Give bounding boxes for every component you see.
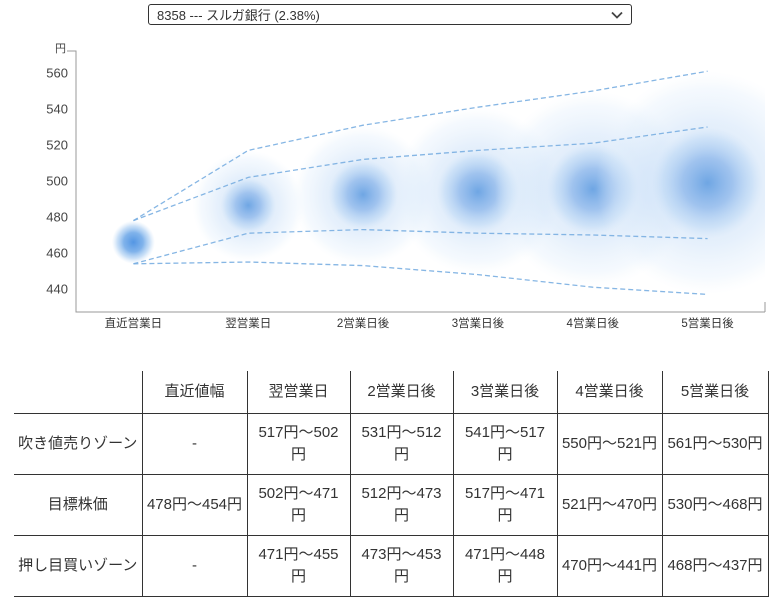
chevron-down-icon xyxy=(611,11,623,19)
x-axis-label: 5営業日後 xyxy=(681,316,734,330)
table-cell: 471円〜448円 xyxy=(453,535,558,597)
table-cell: 502円〜471円 xyxy=(247,474,351,536)
table-cell: - xyxy=(142,413,248,475)
corner-cell xyxy=(14,371,143,414)
table-cell: 530円〜468円 xyxy=(662,474,769,536)
table-cell: 517円〜471円 xyxy=(453,474,558,536)
table-row: 目標株価 478円〜454円 502円〜471円 512円〜473円 517円〜471円… xyxy=(14,474,769,536)
table-cell: 470円〜441円 xyxy=(557,535,663,597)
x-axis-label: 4営業日後 xyxy=(567,316,620,330)
target-bubble-inner xyxy=(111,220,156,264)
row-label: 押し目買いゾーン xyxy=(14,535,143,597)
target-bubble-inner xyxy=(651,127,764,239)
y-tick-label: 500 xyxy=(46,174,68,189)
table-cell: 521円〜470円 xyxy=(557,474,663,536)
y-tick-label: 460 xyxy=(46,246,68,261)
column-header: 3営業日後 xyxy=(453,371,558,414)
stock-select[interactable]: 8358 --- スルガ銀行 (2.38%) xyxy=(148,4,632,25)
column-header: 翌営業日 xyxy=(247,371,351,414)
y-tick-label: 440 xyxy=(46,282,68,297)
table-cell: 468円〜437円 xyxy=(662,535,769,597)
target-bubble-inner xyxy=(327,159,399,230)
y-tick-label: 520 xyxy=(46,138,68,153)
bubble-layer xyxy=(111,71,765,295)
column-header: 2営業日後 xyxy=(350,371,454,414)
forecast-lines-layer xyxy=(133,70,708,296)
table-cell: 550円〜521円 xyxy=(557,413,663,475)
x-axis-label: 直近営業日 xyxy=(105,316,163,330)
price-bubble-chart: 円 560 540 520 500 480 460 440 直近営業日 翌営業日 2営業日後 3営業日… xyxy=(46,43,766,330)
forecast-line-sell-zone-high xyxy=(133,70,708,222)
row-label: 吹き値売りゾーン xyxy=(14,413,143,475)
target-bubble-inner xyxy=(220,177,277,234)
header-row: 直近値幅 翌営業日 2営業日後 3営業日後 4営業日後 5営業日後 xyxy=(14,371,769,414)
stock-select-value: 8358 --- スルガ銀行 (2.38%) xyxy=(157,8,320,23)
table-cell: 531円〜512円 xyxy=(350,413,454,475)
forecast-table-body: 吹き値売りゾーン -517円〜502円 531円〜512円 541円〜517円 550円… xyxy=(14,413,769,597)
table-cell: - xyxy=(142,535,248,597)
x-axis-label: 2営業日後 xyxy=(337,316,390,330)
axis-lines xyxy=(67,50,766,313)
y-tick-label: 480 xyxy=(46,210,68,225)
axis-layer: 円 560 540 520 500 480 460 440 直近営業日 翌営業日 2営業日後 3営業日… xyxy=(46,43,766,330)
table-cell: 512円〜473円 xyxy=(350,474,454,536)
table-cell: 478円〜454円 xyxy=(142,474,248,536)
forecast-table-wrap: 直近値幅 翌営業日 2営業日後 3営業日後 4営業日後 5営業日後 吹き値売りゾーン -51… xyxy=(14,371,769,597)
forecast-line-target-low xyxy=(133,228,708,265)
row-label: 目標株価 xyxy=(14,474,143,536)
table-row: 吹き値売りゾーン -517円〜502円 531円〜512円 541円〜517円 550円… xyxy=(14,413,769,475)
x-axis-label: 3営業日後 xyxy=(452,316,505,330)
forecast-line-target-high xyxy=(133,126,708,222)
table-cell: 561円〜530円 xyxy=(662,413,769,475)
table-cell: 473円〜453円 xyxy=(350,535,454,597)
forecast-table: 直近値幅 翌営業日 2営業日後 3営業日後 4営業日後 5営業日後 吹き値売りゾーン -51… xyxy=(14,371,769,597)
forecast-table-head: 直近値幅 翌営業日 2営業日後 3営業日後 4営業日後 5営業日後 xyxy=(14,371,769,414)
column-header: 4営業日後 xyxy=(557,371,663,414)
column-header: 直近値幅 xyxy=(142,371,248,414)
y-tick-label: 560 xyxy=(46,66,68,81)
y-axis-unit-label: 円 xyxy=(55,43,66,55)
table-cell: 517円〜502円 xyxy=(247,413,351,475)
x-axis-label: 翌営業日 xyxy=(225,316,271,330)
table-row: 押し目買いゾーン -471円〜455円 473円〜453円 471円〜448円 470円… xyxy=(14,535,769,597)
y-tick-label: 540 xyxy=(46,102,68,117)
column-header: 5営業日後 xyxy=(662,371,769,414)
table-cell: 471円〜455円 xyxy=(247,535,351,597)
table-cell: 541円〜517円 xyxy=(453,413,558,475)
